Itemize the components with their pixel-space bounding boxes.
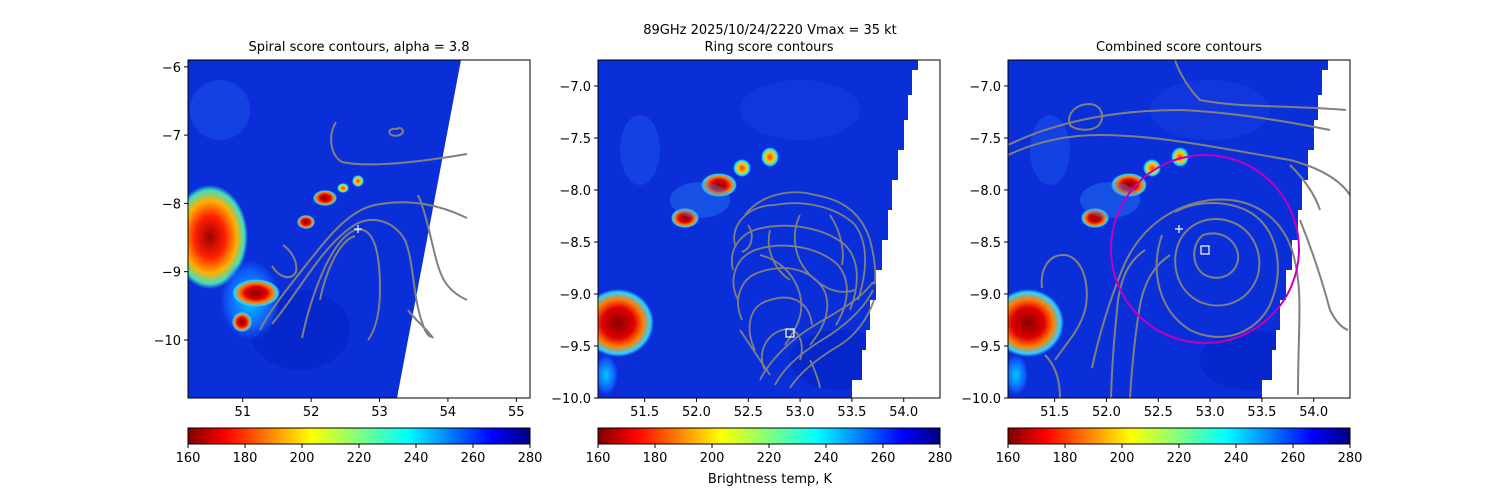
colorbar-2 [597, 427, 941, 445]
colorbar-3 [1007, 427, 1351, 445]
colorbar-tick-label: 200 [700, 451, 725, 466]
y-tick-label: −7 [162, 129, 181, 144]
center-square-marker [785, 328, 795, 338]
x-tick-label: 54.0 [889, 405, 918, 420]
x-tick-label: 51.5 [1040, 405, 1069, 420]
x-ticks-2: 51.5 52.0 52.5 53.0 53.5 54.0 [630, 398, 918, 420]
y-tick-label: −9 [162, 266, 181, 281]
heatmap-ring [598, 60, 940, 398]
y-tick-label: −7.0 [559, 80, 591, 95]
panel-ring: Ring score contours 51.5 52.0 52.5 53.0 53.5… [551, 40, 952, 466]
y-tick-label: −10.0 [551, 392, 591, 407]
axes-frame-1 [187, 59, 531, 399]
x-tick-label: 53.0 [1196, 405, 1225, 420]
colorbar-tick-label: 220 [347, 451, 372, 466]
y-ticks-1: −6 −7 −8 −9 −10 [154, 61, 188, 349]
colorbar-tick-label: 260 [1281, 451, 1306, 466]
y-ticks-2: −7.0 −7.5 −8.0 −8.5 −9.0 −9.5 −10.0 [551, 80, 598, 407]
x-tick-label: 52.0 [1092, 405, 1121, 420]
combined-contours [1008, 60, 1350, 398]
y-tick-label: −9.5 [969, 340, 1001, 355]
heatmap-combined [1008, 60, 1350, 398]
y-tick-label: −10 [154, 334, 181, 349]
y-ticks-3: −7.0 −7.5 −8.0 −8.5 −9.0 −9.5 −10.0 [961, 80, 1008, 407]
colorbar-tick-label: 180 [1053, 451, 1078, 466]
x-tick-label: 51 [234, 405, 251, 420]
x-tick-label: 51.5 [630, 405, 659, 420]
colorbar-tick-label: 160 [176, 451, 201, 466]
figure-suptitle: 89GHz 2025/10/24/2220 Vmax = 35 kt [643, 23, 897, 38]
x-tick-label: 53.5 [1247, 405, 1276, 420]
y-tick-label: −9.0 [969, 288, 1001, 303]
y-tick-label: −8.5 [559, 236, 591, 251]
colorbar-tick-label: 220 [1167, 451, 1192, 466]
colorbar-tick-label: 160 [996, 451, 1021, 466]
colorbar-ticks-3: 160 180 200 220 240 260 280 [996, 444, 1363, 466]
x-tick-label: 54.0 [1299, 405, 1328, 420]
x-tick-label: 54 [440, 405, 457, 420]
panel-title-2: Ring score contours [704, 40, 833, 55]
x-tick-label: 53.0 [786, 405, 815, 420]
y-tick-label: −6 [162, 61, 181, 76]
y-tick-label: −7.5 [559, 132, 591, 147]
colorbar-tick-label: 240 [1224, 451, 1249, 466]
x-tick-label: 52.0 [682, 405, 711, 420]
y-tick-label: −8.0 [969, 184, 1001, 199]
colorbar-ticks-1: 160 180 200 220 240 260 280 [176, 444, 543, 466]
y-tick-label: −10.0 [961, 392, 1001, 407]
colorbar-tick-label: 280 [518, 451, 543, 466]
y-tick-label: −8 [162, 197, 181, 212]
x-ticks-3: 51.5 52.0 52.5 53.0 53.5 54.0 [1040, 398, 1328, 420]
panel-title-1: Spiral score contours, alpha = 3.8 [248, 40, 469, 55]
axes-frame-2 [597, 59, 941, 399]
y-tick-label: −7.5 [969, 132, 1001, 147]
y-tick-label: −8.0 [559, 184, 591, 199]
panel-spiral: Spiral score contours, alpha = 3.8 51 52 5… [154, 40, 543, 466]
fit-circle [1110, 154, 1300, 344]
colorbar-tick-label: 240 [404, 451, 429, 466]
colorbar-tick-label: 180 [233, 451, 258, 466]
center-plus-marker [354, 225, 362, 233]
colorbar-ticks-2: 160 180 200 220 240 260 280 [586, 444, 953, 466]
y-tick-label: −7.0 [969, 80, 1001, 95]
colorbar-tick-label: 220 [757, 451, 782, 466]
colorbar-tick-label: 260 [461, 451, 486, 466]
colorbar-tick-label: 260 [871, 451, 896, 466]
y-tick-label: −9.5 [559, 340, 591, 355]
x-tick-label: 53.5 [837, 405, 866, 420]
colorbar-tick-label: 240 [814, 451, 839, 466]
x-ticks-1: 51 52 53 54 55 [234, 398, 525, 420]
heatmap-spiral [188, 60, 530, 398]
colorbar-1 [187, 427, 531, 445]
y-tick-label: −8.5 [969, 236, 1001, 251]
x-tick-label: 55 [508, 405, 525, 420]
center-square-marker [1200, 245, 1210, 255]
panel-title-3: Combined score contours [1096, 40, 1262, 55]
colorbar-tick-label: 280 [928, 451, 953, 466]
colorbar-tick-label: 200 [290, 451, 315, 466]
x-tick-label: 52 [303, 405, 320, 420]
colorbar-label: Brightness temp, K [707, 472, 833, 487]
spiral-contours [259, 121, 468, 341]
x-tick-label: 52.5 [1144, 405, 1173, 420]
axes-frame-3 [1007, 59, 1351, 399]
y-tick-label: −9.0 [559, 288, 591, 303]
colorbar-tick-label: 160 [586, 451, 611, 466]
ring-contours [731, 191, 877, 389]
center-plus-marker [1175, 225, 1183, 233]
colorbar-tick-label: 200 [1110, 451, 1135, 466]
x-tick-label: 53 [371, 405, 388, 420]
panel-combined: Combined score contours 51.5 52.0 52.5 53.0… [961, 40, 1362, 466]
colorbar-tick-label: 280 [1338, 451, 1363, 466]
x-tick-label: 52.5 [734, 405, 763, 420]
colorbar-tick-label: 180 [643, 451, 668, 466]
